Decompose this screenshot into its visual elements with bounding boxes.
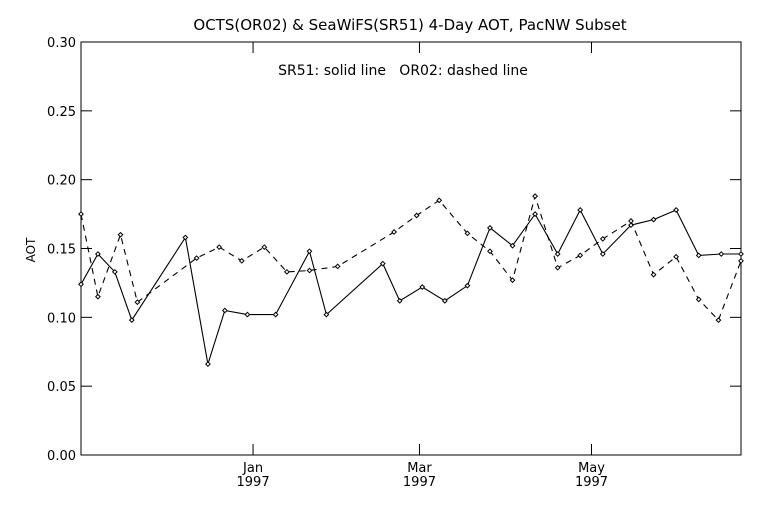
y-tick-label: 0.10 (47, 311, 76, 326)
data-point-or02 (738, 257, 744, 264)
data-point-or02 (650, 271, 657, 278)
data-point-sr51 (441, 297, 448, 304)
data-point-or02 (554, 264, 561, 271)
data-point-sr51 (306, 248, 313, 255)
data-point-sr51 (554, 251, 561, 257)
y-axis: 0.00 0.05 0.10 0.15 0.20 0.25 0.30 (47, 36, 741, 464)
data-point-sr51 (396, 297, 403, 304)
data-point-or02 (715, 317, 722, 323)
series-line-sr51 (80, 208, 741, 365)
legend-annotation: SR51: solid line OR02: dashed line (278, 63, 528, 79)
data-point-sr51 (221, 307, 228, 314)
data-point-sr51 (95, 251, 101, 257)
data-point-sr51 (205, 361, 211, 368)
data-point-sr51 (599, 251, 606, 257)
data-point-or02 (673, 253, 680, 260)
data-point-sr51 (182, 234, 189, 241)
x-tick-label-year: 1997 (237, 475, 270, 490)
data-point-or02 (306, 267, 313, 274)
data-point-sr51 (509, 242, 516, 249)
y-tick-label: 0.15 (47, 243, 76, 258)
data-point-or02 (134, 299, 141, 306)
data-point-or02 (216, 244, 223, 251)
data-point-or02 (95, 293, 101, 300)
y-tick-label: 0.25 (47, 105, 76, 120)
x-tick-label-month: Jan (242, 461, 263, 476)
y-tick-label: 0.20 (47, 174, 76, 189)
data-point-or02 (464, 230, 471, 237)
y-axis-label: AOT (24, 237, 38, 262)
x-tick-label-year: 1997 (575, 475, 608, 490)
data-point-or02 (413, 212, 420, 219)
data-point-sr51 (128, 317, 135, 323)
data-point-sr51 (323, 311, 330, 318)
data-point-or02 (391, 229, 397, 235)
data-point-sr51 (419, 284, 426, 290)
data-point-sr51 (78, 281, 84, 288)
x-tick-label-month: Mar (407, 461, 432, 476)
y-tick-label: 0.00 (47, 449, 76, 464)
data-point-or02 (283, 268, 290, 275)
data-point-sr51 (738, 251, 744, 257)
data-point-or02 (238, 257, 245, 264)
x-tick-label-year: 1997 (403, 475, 436, 490)
data-point-or02 (599, 235, 606, 242)
data-point-sr51 (111, 268, 118, 275)
data-point-sr51 (464, 282, 471, 289)
data-point-or02 (436, 197, 443, 204)
data-point-or02 (78, 211, 84, 217)
y-tick-label: 0.05 (47, 380, 76, 395)
data-point-sr51 (695, 252, 702, 259)
data-point-or02 (532, 193, 539, 200)
data-point-or02 (695, 296, 702, 303)
data-point-or02 (193, 255, 200, 262)
data-point-sr51 (244, 311, 251, 318)
data-point-or02 (261, 244, 268, 251)
series-layer (78, 193, 744, 368)
data-point-sr51 (577, 207, 584, 213)
data-point-or02 (334, 263, 341, 270)
data-point-or02 (487, 248, 493, 255)
data-point-or02 (509, 277, 516, 284)
x-tick-label-month: May (578, 461, 605, 476)
data-point-sr51 (673, 207, 680, 213)
data-point-or02 (628, 218, 634, 224)
data-point-sr51 (487, 224, 493, 231)
data-point-or02 (117, 231, 124, 238)
y-tick-label: 0.30 (47, 36, 76, 51)
plot-frame (80, 41, 742, 456)
data-point-sr51 (379, 260, 386, 267)
data-point-sr51 (532, 211, 539, 217)
data-point-sr51 (272, 311, 279, 318)
series-line-or02 (80, 194, 742, 322)
data-point-or02 (577, 252, 584, 259)
data-point-sr51 (718, 251, 725, 257)
chart-title: OCTS(OR02) & SeaWiFS(SR51) 4-Day AOT, Pa… (193, 16, 626, 34)
data-point-sr51 (650, 216, 657, 223)
